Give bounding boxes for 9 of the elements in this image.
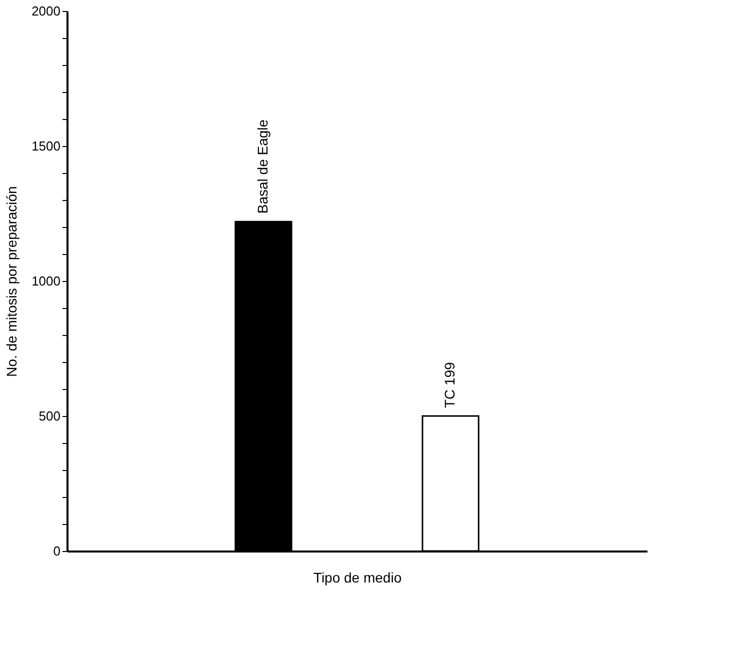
y-tick-label: 1500 xyxy=(32,138,60,154)
y-axis-title: No. de mitosis por preparación xyxy=(4,186,20,377)
y-tick-label: 1000 xyxy=(32,274,60,288)
y-tick-label: 0 xyxy=(53,544,60,558)
y-tick-label: 500 xyxy=(38,408,60,424)
x-axis-title: Tipo de medio xyxy=(313,570,402,586)
y-tick-label: 2000 xyxy=(32,4,60,18)
x-tick-label: Basal de Eagle xyxy=(254,119,270,214)
x-tick-label: TC 199 xyxy=(442,362,458,408)
